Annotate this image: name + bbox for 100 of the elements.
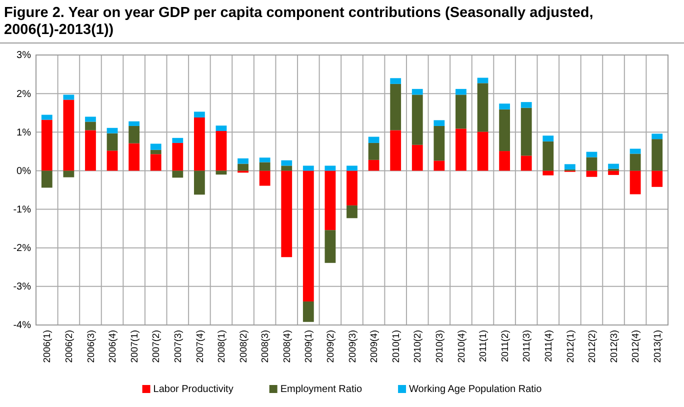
x-tick-label: 2007(2) — [151, 330, 162, 363]
bar — [41, 114, 52, 120]
x-tick-label: 2006(2) — [64, 330, 76, 363]
bar — [259, 158, 270, 162]
bar — [630, 154, 641, 171]
y-tick-label: -3% — [13, 282, 32, 293]
bar — [412, 144, 423, 171]
bar — [564, 164, 576, 170]
bar — [281, 160, 292, 166]
bar — [259, 162, 270, 171]
x-tick-label: 2009(3) — [347, 330, 358, 363]
bar — [150, 150, 162, 154]
x-tick-label: 2012(3) — [608, 330, 620, 363]
y-tick-label: 3% — [16, 50, 32, 62]
chart-title: Figure 2. Year on year GDP per capita component contributions (Seasonally adjusted, 2006(1)-2013(1)) — [4, 5, 594, 38]
bar — [63, 170, 74, 178]
bar — [172, 170, 184, 178]
bar — [238, 158, 248, 164]
bar — [499, 109, 510, 152]
bar — [608, 164, 619, 169]
bar — [41, 170, 52, 188]
x-tick-label: 2008(1) — [216, 330, 228, 363]
bar — [346, 166, 358, 171]
bar — [477, 132, 488, 171]
x-tick-label: 2008(2) — [238, 330, 250, 363]
bar — [194, 112, 205, 118]
x-tick-label: 2007(1) — [129, 330, 140, 363]
bar — [542, 141, 554, 171]
bar — [434, 126, 445, 161]
bar — [106, 128, 118, 134]
bar — [85, 116, 96, 122]
bar — [499, 151, 510, 171]
bar — [652, 139, 663, 171]
x-tick-label: 2011(3) — [522, 330, 533, 362]
y-tick-label: -2% — [13, 243, 32, 254]
bar — [412, 88, 423, 95]
bar — [586, 157, 598, 171]
bar — [630, 170, 641, 194]
bar — [346, 170, 358, 206]
bar — [499, 104, 510, 110]
x-tick-label: 2011(1) — [478, 330, 490, 362]
bar — [128, 121, 140, 126]
bar — [281, 166, 292, 171]
bar — [194, 170, 205, 195]
y-tick-label: -4% — [13, 320, 32, 332]
bar — [216, 170, 227, 175]
bar — [150, 144, 162, 150]
bar — [281, 170, 292, 258]
bar — [652, 170, 663, 187]
bar — [302, 301, 314, 322]
legend-label: Labor Productivity — [153, 384, 234, 395]
bar — [346, 205, 358, 218]
legend-label: Employment Ratio — [280, 384, 362, 395]
x-tick-label: 2008(3) — [260, 330, 272, 363]
y-tick-label: 2% — [16, 88, 32, 100]
bar — [368, 136, 380, 143]
bar — [434, 160, 445, 171]
bar — [456, 88, 466, 95]
bar — [128, 143, 140, 171]
x-tick-label: 2008(4) — [282, 330, 293, 363]
bar — [586, 170, 598, 177]
bar — [390, 84, 402, 130]
y-tick-label: 0% — [16, 166, 32, 177]
x-tick-label: 2009(2) — [326, 330, 337, 363]
bar — [477, 83, 488, 132]
bar — [302, 166, 314, 171]
bar — [324, 170, 336, 230]
bar — [128, 126, 140, 144]
bar — [652, 134, 663, 140]
bar — [172, 142, 184, 171]
x-tick-label: 2007(4) — [194, 330, 206, 363]
x-tick-label: 2009(1) — [304, 330, 315, 363]
bar — [608, 170, 619, 175]
bar — [324, 166, 336, 171]
x-tick-label: 2007(3) — [172, 330, 184, 363]
x-tick-label: 2009(4) — [369, 330, 380, 363]
bar — [520, 156, 532, 171]
bar — [412, 94, 423, 145]
bar — [216, 130, 227, 171]
x-tick-label: 2012(1) — [565, 330, 576, 363]
bar — [85, 130, 96, 171]
bar — [456, 94, 466, 129]
x-tick-label: 2010(1) — [390, 330, 402, 363]
bar — [41, 120, 52, 171]
x-tick-label: 2010(2) — [412, 330, 424, 363]
bar — [542, 170, 554, 176]
bar — [368, 160, 380, 171]
x-tick-label: 2013(1) — [652, 330, 664, 363]
x-tick-label: 2010(3) — [434, 330, 446, 363]
bar — [259, 170, 270, 186]
bar — [520, 108, 532, 156]
bar — [368, 142, 380, 160]
bar — [456, 128, 466, 171]
bar — [63, 100, 74, 171]
bar — [390, 130, 402, 171]
x-tick-label: 2012(4) — [630, 330, 642, 363]
x-tick-label: 2011(2) — [500, 330, 511, 362]
legend-label: Working Age Population Ratio — [409, 384, 542, 395]
bar — [63, 94, 74, 100]
bar — [520, 102, 532, 108]
